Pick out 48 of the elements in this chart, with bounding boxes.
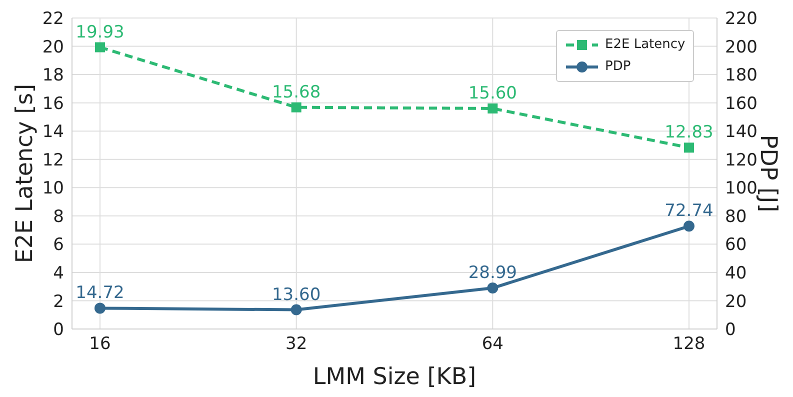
data-label: 12.83: [664, 122, 714, 143]
y-tick-label: 8: [53, 206, 64, 227]
y-tick-label: 2: [53, 292, 64, 312]
point: [95, 42, 105, 52]
y2-tick-label: 20: [725, 292, 747, 312]
y2-tick-label: 100: [725, 178, 758, 199]
legend-label: PDP: [605, 58, 631, 76]
y2-tick-label: 180: [725, 66, 758, 86]
y-tick-label: 6: [53, 235, 64, 256]
point: [684, 142, 694, 153]
data-label: 15.68: [272, 82, 321, 102]
data-label: 13.60: [272, 284, 321, 305]
point: [94, 302, 106, 314]
x-axis-title: LMM Size [KB]: [312, 364, 476, 390]
y2-tick-label: 40: [725, 263, 747, 284]
y2-tick-label: 220: [725, 9, 758, 30]
point: [487, 282, 498, 294]
y-tick-label: 22: [42, 9, 64, 30]
y2-tick-label: 120: [725, 150, 758, 170]
y2-tick-label: 60: [725, 235, 747, 256]
y-tick-label: 20: [42, 37, 64, 58]
point: [488, 103, 498, 114]
y-tick-label: 18: [42, 66, 64, 86]
y2-tick-label: 140: [725, 122, 758, 142]
y-tick-label: 0: [53, 320, 64, 340]
y2-tick-label: 80: [725, 206, 747, 227]
x-tick-label: 16: [89, 334, 111, 354]
y-tick-label: 4: [53, 263, 64, 284]
y-tick-label: 12: [42, 150, 64, 170]
point: [684, 220, 694, 232]
point: [290, 304, 302, 316]
x-tick-label: 32: [286, 334, 308, 354]
x-tick-label: 128: [672, 334, 706, 354]
y-tick-label: 16: [42, 94, 64, 114]
data-label: 19.93: [76, 22, 124, 42]
y2-tick-label: 0: [725, 320, 736, 340]
y-tick-label: 14: [42, 122, 64, 142]
data-label: 14.72: [76, 283, 124, 304]
x-tick-label: 64: [482, 334, 504, 354]
y2-tick-label: 200: [725, 37, 758, 58]
y-tick-label: 10: [42, 178, 64, 199]
y2-tick-label: 160: [725, 94, 758, 114]
data-label: 15.60: [468, 83, 518, 104]
data-label: 72.74: [664, 201, 714, 222]
legend-label: E2E Latency: [605, 36, 686, 54]
point: [291, 102, 302, 112]
data-label: 28.99: [468, 263, 518, 284]
y-axis-title: E2E Latency [s]: [12, 84, 38, 264]
